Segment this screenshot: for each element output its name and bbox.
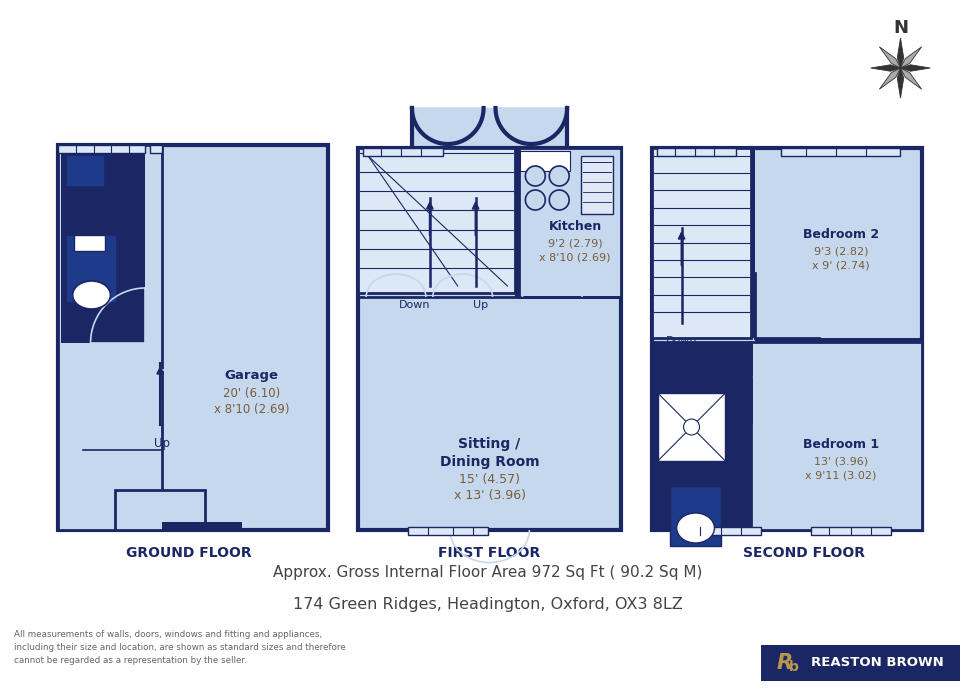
Bar <box>66 235 118 303</box>
Bar <box>359 148 515 293</box>
Bar <box>515 148 519 297</box>
Text: Down: Down <box>399 300 430 310</box>
Bar <box>652 148 752 338</box>
Bar <box>652 148 922 530</box>
Text: Up: Up <box>154 437 171 450</box>
Bar <box>364 148 443 156</box>
Bar <box>74 235 106 251</box>
Text: Kitchen: Kitchen <box>549 220 602 233</box>
Polygon shape <box>496 108 567 144</box>
Bar <box>581 156 612 214</box>
Circle shape <box>549 166 569 186</box>
Text: 9'3 (2.82): 9'3 (2.82) <box>813 247 868 257</box>
Text: b: b <box>789 660 799 674</box>
Text: 13' (3.96): 13' (3.96) <box>813 457 868 467</box>
Text: Up: Up <box>473 300 488 310</box>
Bar <box>61 148 145 343</box>
Bar <box>519 148 621 297</box>
Text: Bedroom 1: Bedroom 1 <box>803 438 879 451</box>
Bar <box>58 145 145 153</box>
Circle shape <box>525 190 545 210</box>
Bar <box>761 645 960 681</box>
Text: 15' (4.57): 15' (4.57) <box>459 473 520 486</box>
Bar <box>752 342 922 530</box>
Text: FIRST FLOOR: FIRST FLOOR <box>438 546 541 560</box>
Polygon shape <box>412 108 567 148</box>
Bar <box>752 148 756 338</box>
Text: Bedroom 2: Bedroom 2 <box>803 228 879 241</box>
Text: Dining Room: Dining Room <box>440 455 539 469</box>
Text: All measurements of walls, doors, windows and fitting and appliances,
including : All measurements of walls, doors, window… <box>14 630 346 666</box>
Bar <box>66 155 106 187</box>
Text: x 13' (3.96): x 13' (3.96) <box>454 489 525 502</box>
Polygon shape <box>412 108 483 144</box>
Text: 174 Green Ridges, Headington, Oxford, OX3 8LZ: 174 Green Ridges, Headington, Oxford, OX… <box>293 597 682 612</box>
Bar <box>150 145 162 153</box>
Polygon shape <box>901 68 921 89</box>
Text: x 9' (2.74): x 9' (2.74) <box>812 261 869 271</box>
Bar <box>810 527 891 535</box>
Circle shape <box>525 166 545 186</box>
Polygon shape <box>879 68 901 89</box>
Bar <box>658 393 725 461</box>
Bar <box>408 527 488 535</box>
Text: SECOND FLOOR: SECOND FLOOR <box>743 546 865 560</box>
Ellipse shape <box>676 513 714 543</box>
Bar <box>756 338 922 342</box>
Polygon shape <box>901 65 930 71</box>
Bar <box>669 486 721 546</box>
Text: REASTON BROWN: REASTON BROWN <box>810 657 944 669</box>
Ellipse shape <box>73 281 111 309</box>
Polygon shape <box>898 38 904 68</box>
Bar <box>657 148 736 156</box>
Text: x 8'10 (2.69): x 8'10 (2.69) <box>214 403 289 415</box>
Polygon shape <box>901 47 921 68</box>
Bar <box>58 145 328 530</box>
Circle shape <box>549 190 569 210</box>
Text: 9'2 (2.79): 9'2 (2.79) <box>548 238 603 248</box>
Text: R: R <box>776 653 792 673</box>
Polygon shape <box>870 65 901 71</box>
Text: x 8'10 (2.69): x 8'10 (2.69) <box>539 252 611 262</box>
Text: Approx. Gross Internal Floor Area 972 Sq Ft ( 90.2 Sq M): Approx. Gross Internal Floor Area 972 Sq… <box>272 565 703 581</box>
Bar <box>682 527 761 535</box>
Polygon shape <box>879 47 901 68</box>
Text: 20' (6.10): 20' (6.10) <box>223 387 280 399</box>
Bar <box>162 522 242 530</box>
Bar <box>652 342 752 530</box>
Text: GROUND FLOOR: GROUND FLOOR <box>126 546 252 560</box>
Bar <box>520 151 570 171</box>
Bar <box>116 490 205 530</box>
Bar <box>58 145 162 530</box>
Text: x 9'11 (3.02): x 9'11 (3.02) <box>806 471 876 481</box>
Text: Garage: Garage <box>224 369 278 381</box>
Text: Sitting /: Sitting / <box>459 437 520 451</box>
Circle shape <box>684 419 700 435</box>
Bar <box>359 148 621 530</box>
Polygon shape <box>898 68 904 98</box>
Bar <box>781 148 901 156</box>
Text: Down: Down <box>665 336 698 346</box>
Text: N: N <box>893 19 908 37</box>
